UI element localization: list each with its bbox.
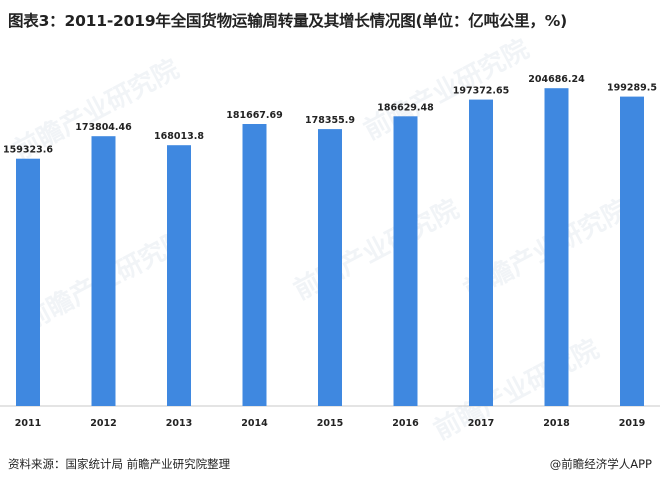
x-tick-2012: 2012: [90, 418, 116, 429]
bar-2013: [167, 145, 191, 406]
data-labels-group: 159323.6 173804.46 168013.8 181667.69 178355…: [3, 74, 657, 156]
x-tick-2019: 2019: [619, 418, 645, 429]
x-tick-2017: 2017: [468, 418, 494, 429]
data-label-2015: 178355.9: [305, 115, 355, 126]
data-label-2012: 173804.46: [75, 122, 132, 133]
brand-credit: @前瞻经济学人APP: [549, 457, 652, 471]
data-label-2014: 181667.69: [226, 110, 283, 121]
bars-group: [16, 88, 644, 407]
x-tick-2011: 2011: [15, 418, 41, 429]
x-tick-2016: 2016: [392, 418, 419, 429]
bar-2019: [620, 96, 644, 406]
bar-2011: [16, 158, 40, 406]
data-label-2018: 204686.24: [528, 74, 585, 85]
data-label-2013: 168013.8: [154, 131, 204, 142]
chart-title: 图表3：2011-2019年全国货物运输周转量及其增长情况图(单位：亿吨公里，%…: [8, 12, 567, 30]
bar-2015: [318, 129, 342, 406]
data-label-2017: 197372.65: [453, 86, 510, 97]
bar-2014: [242, 124, 267, 406]
x-tick-2013: 2013: [166, 418, 192, 429]
x-tick-2014: 2014: [241, 418, 268, 429]
data-label-2019: 199289.5: [607, 83, 657, 94]
watermark-3: 前瞻产业研究院: [289, 193, 464, 306]
source-note: 资料来源：国家统计局 前瞻产业研究院整理: [8, 457, 231, 471]
x-tick-2015: 2015: [317, 418, 343, 429]
watermark-5: 前瞻产业研究院: [429, 333, 604, 446]
bar-2016: [393, 116, 418, 407]
bar-2018: [544, 88, 569, 406]
data-label-2016: 186629.48: [377, 102, 434, 113]
bar-2012: [91, 136, 116, 406]
bar-2017: [469, 99, 493, 406]
x-tick-2018: 2018: [543, 418, 570, 429]
data-label-2011: 159323.6: [3, 145, 53, 156]
x-tick-labels-group: 2011 2012 2013 2014 2015 2016 2017 2018 2019: [15, 418, 645, 429]
